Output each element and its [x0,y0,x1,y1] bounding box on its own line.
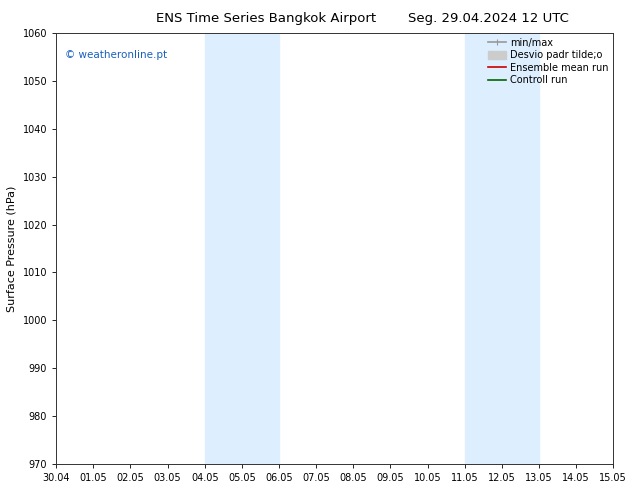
Text: © weatheronline.pt: © weatheronline.pt [65,50,167,60]
Bar [465,33,539,464]
Bar [205,33,279,464]
Legend: min/max, Desvio padr tilde;o, Ensemble mean run, Controll run: min/max, Desvio padr tilde;o, Ensemble m… [486,36,611,87]
Text: ENS Time Series Bangkok Airport: ENS Time Series Bangkok Airport [156,12,377,25]
Y-axis label: Surface Pressure (hPa): Surface Pressure (hPa) [7,185,17,312]
Text: Seg. 29.04.2024 12 UTC: Seg. 29.04.2024 12 UTC [408,12,569,25]
